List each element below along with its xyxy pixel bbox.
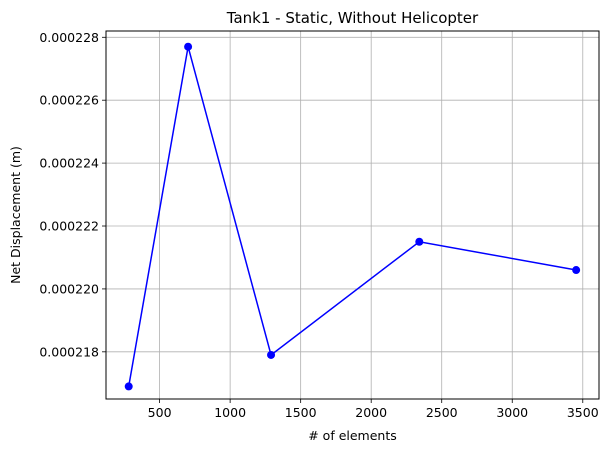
x-tick-label: 2500 — [426, 405, 458, 420]
data-point — [415, 237, 424, 246]
grid-lines — [106, 31, 599, 399]
x-tick-label: 500 — [148, 405, 172, 420]
x-axis-ticks: 500 1000 1500 2000 2500 3000 3500 — [148, 399, 599, 420]
chart-title: Tank1 - Static, Without Helicopter — [226, 9, 479, 27]
data-point — [124, 382, 133, 391]
axes-frame — [105, 30, 600, 400]
x-tick-label: 3000 — [496, 405, 528, 420]
y-tick-label: 0.000220 — [39, 281, 99, 296]
plot-area — [124, 42, 581, 391]
x-tick-label: 3500 — [567, 405, 599, 420]
x-tick-label: 2000 — [355, 405, 387, 420]
x-tick-label: 1000 — [214, 405, 246, 420]
data-point — [184, 42, 193, 51]
data-point — [572, 266, 581, 275]
y-tick-label: 0.000228 — [39, 30, 99, 45]
x-axis-label: # of elements — [308, 428, 397, 443]
y-tick-label: 0.000222 — [39, 219, 99, 234]
y-tick-label: 0.000224 — [39, 156, 99, 171]
y-tick-label: 0.000226 — [39, 93, 99, 108]
x-tick-label: 1500 — [285, 405, 317, 420]
y-tick-label: 0.000218 — [39, 344, 99, 359]
y-axis-label: Net Displacement (m) — [8, 146, 23, 284]
y-axis-ticks: 0.000218 0.000220 0.000222 0.000224 0.000226… — [39, 30, 106, 359]
data-point — [267, 350, 276, 359]
